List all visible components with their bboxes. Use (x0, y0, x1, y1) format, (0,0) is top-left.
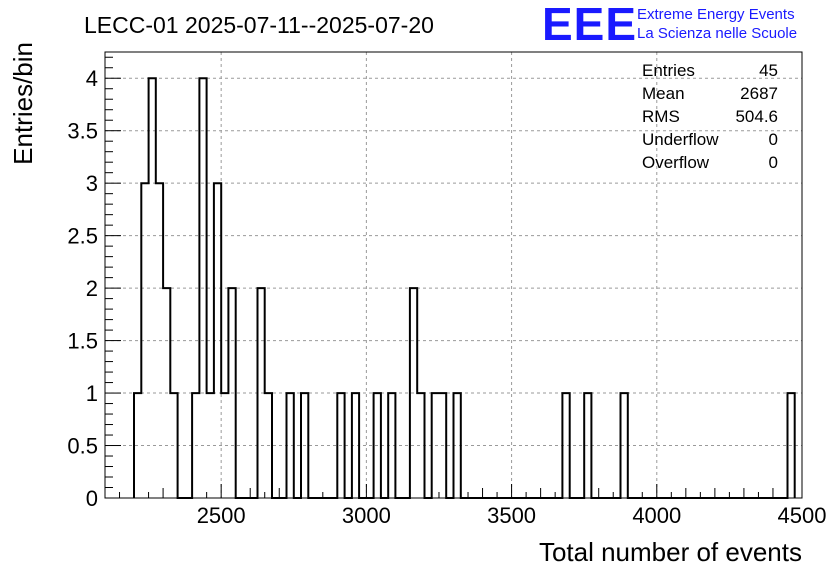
y-tick-label: 3 (86, 171, 98, 196)
stats-label: Mean (642, 84, 685, 103)
axis-ticks (105, 56, 803, 499)
eee-logo-text: EEE (542, 0, 637, 50)
x-tick-label: 3500 (487, 503, 536, 528)
y-tick-label: 3.5 (67, 119, 98, 144)
x-tick-label: 4500 (778, 503, 827, 528)
x-tick-label: 4000 (632, 503, 681, 528)
stats-value: 0 (769, 153, 778, 172)
stats-value: 504.6 (735, 107, 778, 126)
eee-logo: EEE Extreme Energy Events La Scienza nel… (542, 0, 797, 50)
x-tick-label: 3000 (342, 503, 391, 528)
eee-logo-line1: Extreme Energy Events (637, 6, 795, 23)
stats-label: Entries (642, 61, 695, 80)
stats-label: RMS (642, 107, 680, 126)
y-tick-label: 0.5 (67, 434, 98, 459)
y-tick-label: 1 (86, 381, 98, 406)
x-axis-label: Total number of events (539, 537, 802, 567)
stats-value: 2687 (740, 84, 778, 103)
x-tick-label: 2500 (197, 503, 246, 528)
y-tick-label: 1.5 (67, 329, 98, 354)
stats-box: Entries 45 Mean 2687 RMS 504.6 Underflow 0 Overf… (642, 61, 778, 172)
stats-label: Underflow (642, 130, 719, 149)
eee-logo-line2: La Scienza nelle Scuole (637, 25, 797, 42)
stats-value: 45 (759, 61, 778, 80)
y-tick-label: 2.5 (67, 224, 98, 249)
y-tick-label: 2 (86, 276, 98, 301)
stats-value: 0 (769, 130, 778, 149)
stats-label: Overflow (642, 153, 710, 172)
y-tick-labels: 0 0.5 1 1.5 2 2.5 3 3.5 4 (67, 66, 98, 511)
y-tick-label: 0 (86, 486, 98, 511)
x-tick-labels: 2500 3000 3500 4000 4500 (197, 503, 827, 528)
y-axis-label: Entries/bin (8, 42, 38, 165)
y-tick-label: 4 (86, 66, 98, 91)
chart-title: LECC-01 2025-07-11--2025-07-20 (84, 12, 434, 38)
